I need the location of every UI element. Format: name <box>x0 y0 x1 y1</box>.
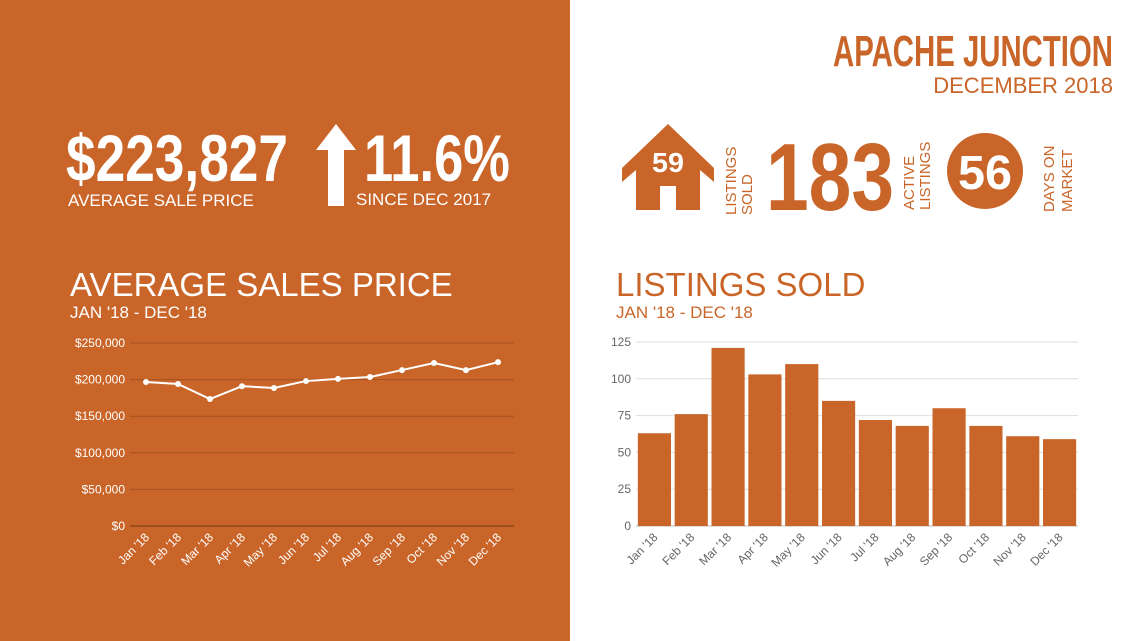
point <box>143 379 149 386</box>
title: APACHE JUNCTION <box>833 27 1113 76</box>
y-tick-label: $50,000 <box>82 482 126 496</box>
chart-subtitle: JAN '18 - DEC '18 <box>70 303 207 322</box>
bar <box>674 414 708 526</box>
change: 11.6% <box>364 121 510 195</box>
bar <box>1006 436 1040 526</box>
bar <box>858 420 892 526</box>
point <box>239 383 245 390</box>
listings-sold: 59 <box>652 147 684 178</box>
house-icon <box>622 124 714 210</box>
active-listings: 183 <box>766 124 894 231</box>
listings-sold-label: LISTINGS <box>723 147 740 215</box>
point <box>431 359 437 366</box>
point <box>495 359 501 366</box>
y-tick-label: 0 <box>624 519 631 533</box>
point <box>271 385 277 392</box>
y-tick-label: 25 <box>618 482 632 496</box>
point <box>207 395 213 402</box>
active-listings-label: ACTIVE <box>901 156 918 210</box>
days-label: MARKET <box>1059 149 1076 212</box>
y-tick-label: 125 <box>611 335 631 349</box>
up-arrow <box>316 124 356 206</box>
y-tick-label: $0 <box>112 519 126 533</box>
bar <box>895 425 929 526</box>
bar <box>822 400 856 526</box>
chart-title: AVERAGE SALES PRICE <box>70 266 453 303</box>
bar <box>969 425 1003 526</box>
y-tick-label: 75 <box>618 409 632 423</box>
bar <box>748 374 782 526</box>
point <box>175 380 181 387</box>
average-price-label: AVERAGE SALE PRICE <box>68 191 254 210</box>
price-line <box>145 361 499 401</box>
chart-subtitle: JAN '18 - DEC '18 <box>616 303 753 322</box>
point <box>367 374 373 381</box>
listings-sold-label: SOLD <box>739 174 756 215</box>
y-tick-label: $150,000 <box>75 409 125 423</box>
bar <box>711 347 745 526</box>
y-tick-label: $250,000 <box>75 336 125 350</box>
point <box>399 367 405 374</box>
y-tick-label: 50 <box>618 445 632 459</box>
change-label: SINCE DEC 2017 <box>356 190 491 209</box>
point <box>303 378 309 385</box>
y-tick-label: 100 <box>611 372 631 386</box>
point <box>335 375 341 382</box>
chart-title: LISTINGS SOLD <box>616 266 865 303</box>
y-tick-label: $100,000 <box>75 446 125 460</box>
days-on-market: 56 <box>958 147 1012 200</box>
bar <box>932 408 966 526</box>
y-tick-label: $200,000 <box>75 373 125 387</box>
subtitle: DECEMBER 2018 <box>933 73 1113 98</box>
bar <box>1043 439 1077 526</box>
right-panel <box>570 0 1140 641</box>
days-label: DAYS ON <box>1041 146 1058 212</box>
days-circle <box>947 133 1023 209</box>
bar <box>785 364 819 526</box>
bar <box>637 433 671 526</box>
point <box>463 367 469 374</box>
left-panel <box>0 0 570 641</box>
active-listings-label: LISTINGS <box>917 142 934 210</box>
average-price: $223,827 <box>66 121 288 195</box>
